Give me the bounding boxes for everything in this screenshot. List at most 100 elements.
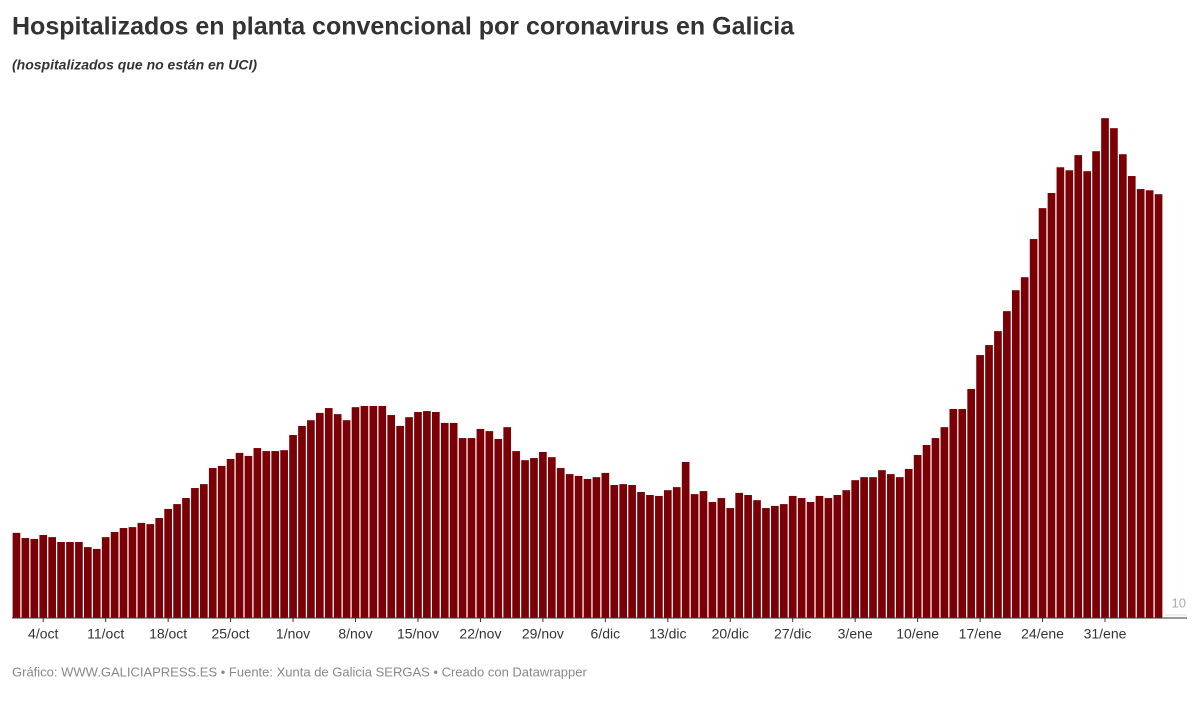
bar xyxy=(1145,190,1154,618)
bar xyxy=(128,527,137,618)
bar xyxy=(574,475,583,618)
bar xyxy=(324,408,333,618)
bar xyxy=(592,477,601,618)
bar xyxy=(1038,208,1047,618)
bar xyxy=(173,504,181,618)
bar xyxy=(226,458,235,618)
bar xyxy=(824,498,833,618)
bar xyxy=(842,490,851,618)
bar xyxy=(1047,192,1056,618)
bar xyxy=(512,451,520,618)
x-tick-label: 15/nov xyxy=(397,626,439,642)
bar xyxy=(869,477,877,618)
bar xyxy=(1074,155,1083,619)
bar xyxy=(137,522,146,618)
bar xyxy=(30,538,39,618)
x-tick-label: 4/oct xyxy=(28,626,58,642)
bar xyxy=(1003,311,1011,618)
bar xyxy=(1136,189,1145,619)
bar xyxy=(806,501,815,618)
bar xyxy=(458,438,467,618)
x-tick-label: 17/ene xyxy=(959,626,1002,642)
x-tick-label: 10/ene xyxy=(896,626,939,642)
bar xyxy=(1092,151,1100,618)
bar xyxy=(244,455,253,618)
bar xyxy=(628,485,636,618)
bar xyxy=(191,488,199,618)
bar xyxy=(315,412,324,618)
bar xyxy=(931,438,940,618)
bar xyxy=(342,420,351,618)
bar xyxy=(913,455,922,618)
bar xyxy=(833,495,842,618)
bar xyxy=(431,412,440,618)
bar xyxy=(521,460,529,618)
bar xyxy=(735,492,744,618)
x-tick-label: 24/ene xyxy=(1021,626,1064,642)
x-tick-label: 29/nov xyxy=(522,626,564,642)
bar xyxy=(208,468,217,618)
bar xyxy=(1056,167,1065,618)
bar xyxy=(717,498,726,618)
bar xyxy=(637,491,645,618)
bar xyxy=(708,501,717,618)
bar xyxy=(48,537,56,618)
x-tick-label: 1/nov xyxy=(276,626,310,642)
bar xyxy=(351,407,360,618)
chart-subtitle: (hospitalizados que no están en UCI) xyxy=(12,57,257,73)
x-tick-label: 20/dic xyxy=(712,626,749,642)
bar xyxy=(298,425,306,618)
bar xyxy=(92,548,101,618)
bar xyxy=(779,504,788,618)
bar xyxy=(253,448,262,618)
bar xyxy=(690,494,699,618)
chart-title: Hospitalizados en planta convencional po… xyxy=(12,13,795,41)
bar xyxy=(289,435,297,618)
bar xyxy=(396,425,404,618)
bar xyxy=(1110,128,1118,618)
x-tick-label: 13/dic xyxy=(649,626,686,642)
bar xyxy=(423,411,431,618)
bar xyxy=(387,415,396,618)
bar xyxy=(655,495,663,618)
bar xyxy=(958,408,967,618)
bar xyxy=(1127,176,1136,618)
chart-footer: Gráfico: WWW.GALICIAPRESS.ES • Fuente: X… xyxy=(12,664,588,679)
bar xyxy=(405,417,413,618)
bar xyxy=(762,508,770,618)
bar xyxy=(155,518,164,618)
bar xyxy=(467,438,476,618)
bar xyxy=(378,405,387,618)
x-tick-label: 27/dic xyxy=(774,626,811,642)
bar xyxy=(1119,154,1127,618)
bar xyxy=(539,451,547,618)
bar xyxy=(547,457,556,618)
bar xyxy=(887,474,895,618)
bar xyxy=(699,491,708,618)
bar xyxy=(369,405,378,618)
bar xyxy=(940,427,949,618)
bar xyxy=(84,547,92,618)
bar xyxy=(271,451,280,618)
bar xyxy=(771,505,779,618)
bar xyxy=(21,538,30,618)
x-tick-label: 22/nov xyxy=(459,626,501,642)
bar xyxy=(860,477,868,618)
bar xyxy=(994,331,1002,618)
bar xyxy=(485,431,494,618)
bar xyxy=(949,408,958,618)
bar xyxy=(788,495,797,618)
bar xyxy=(333,414,342,618)
bar xyxy=(119,528,128,618)
bar xyxy=(815,495,824,618)
bar xyxy=(967,388,976,618)
bar xyxy=(619,484,628,618)
x-tick-label: 31/ene xyxy=(1084,626,1127,642)
bar xyxy=(753,500,761,618)
x-tick-label: 3/ene xyxy=(838,626,873,642)
bar xyxy=(307,420,315,618)
bar xyxy=(565,474,574,618)
bar xyxy=(503,427,512,618)
bar xyxy=(646,495,654,618)
bar xyxy=(476,428,485,618)
